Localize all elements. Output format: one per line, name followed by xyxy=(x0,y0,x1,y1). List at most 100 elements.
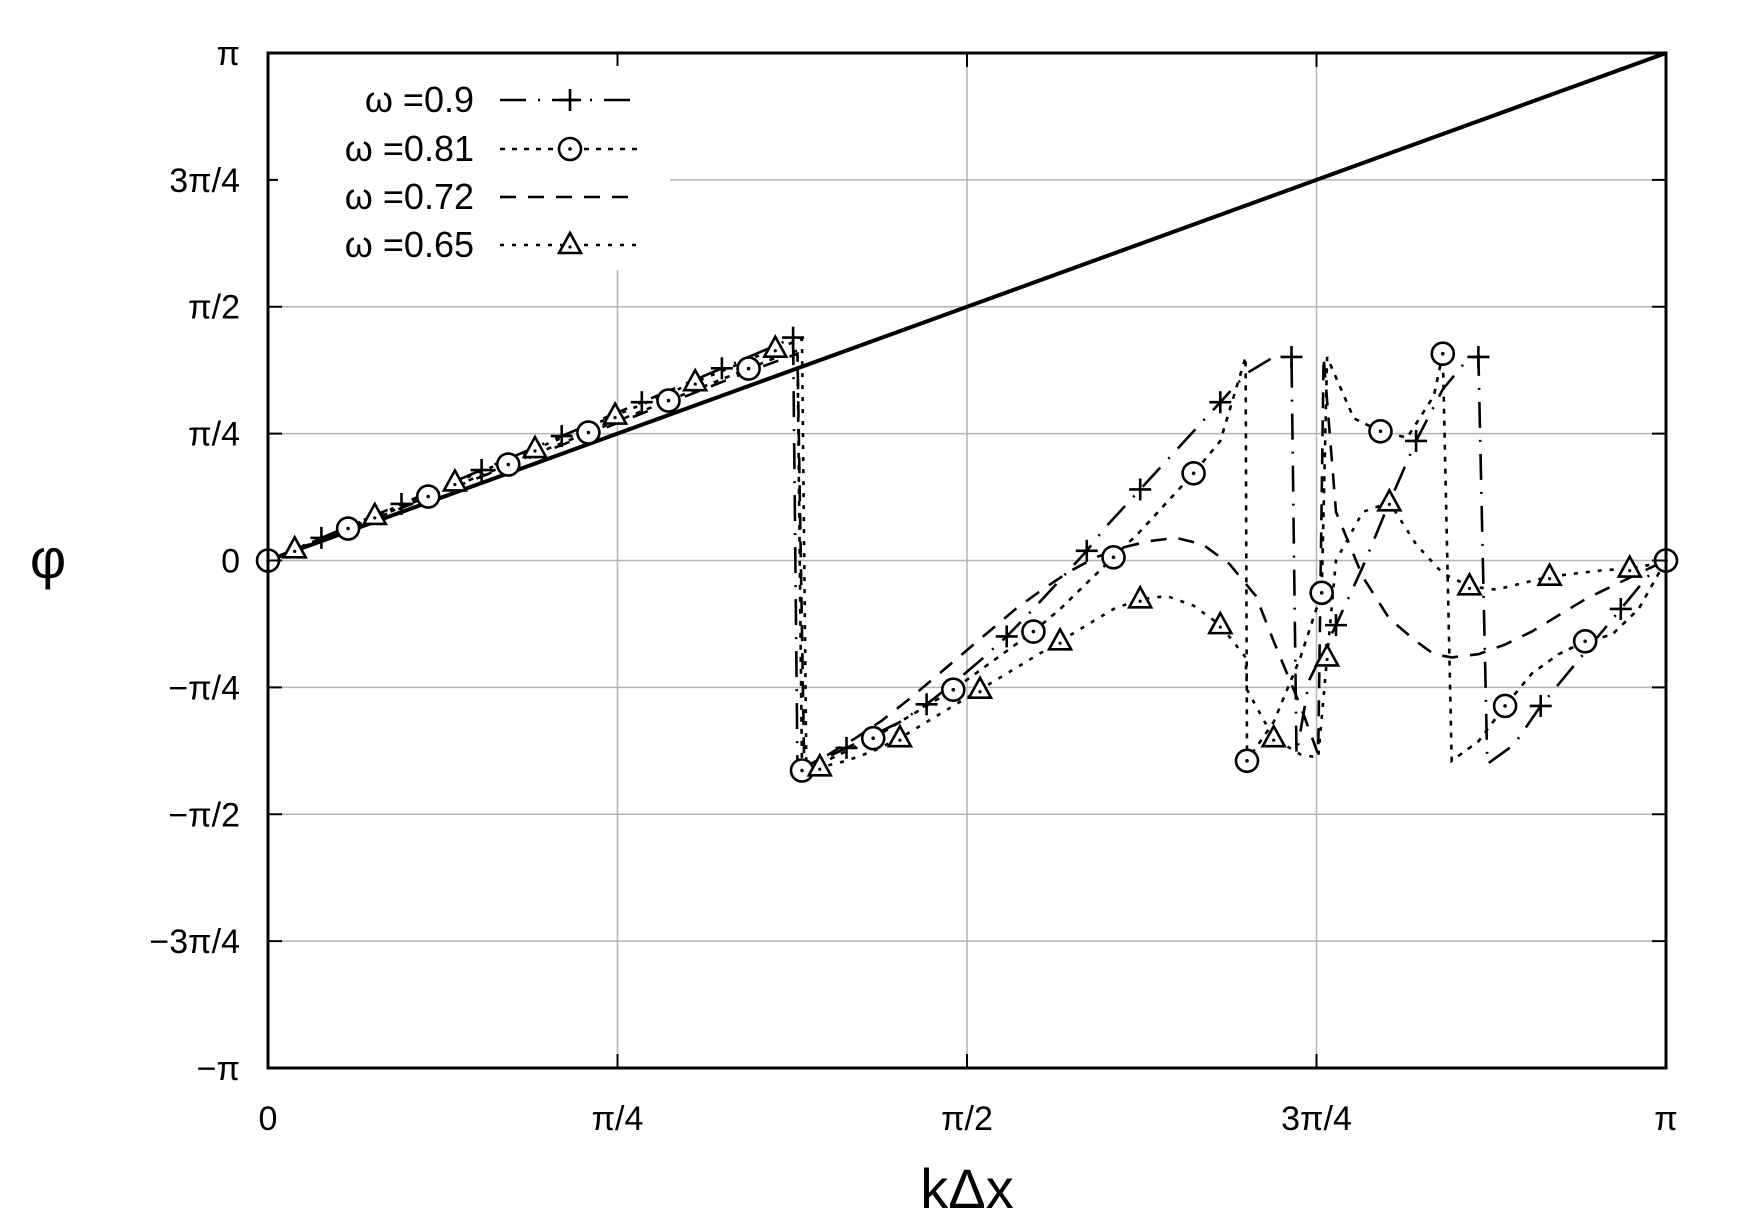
series-markers xyxy=(255,326,1679,783)
series-1-marker-12-dot xyxy=(586,430,591,435)
series-1-marker-18-dot xyxy=(746,366,751,371)
series-3-marker-55 xyxy=(1616,553,1643,578)
legend-background xyxy=(278,66,670,270)
series-0-marker-44 xyxy=(1324,614,1347,637)
series-0-marker-50 xyxy=(1467,345,1490,368)
legend-label-0: ω =0.9 xyxy=(365,79,474,120)
legend-sample-marker-0 xyxy=(559,89,581,111)
series-3-marker-25-shape xyxy=(886,723,914,748)
series-3-marker-22-dot xyxy=(818,767,822,771)
series-1-marker-36 xyxy=(1181,460,1206,486)
series-0-marker-29 xyxy=(995,625,1018,648)
series-3-marker-49-dot xyxy=(1467,586,1472,590)
series-3-marker-31-dot xyxy=(1058,641,1062,645)
reference-line-path xyxy=(267,51,1667,563)
series-1-marker-15 xyxy=(656,388,681,413)
legend-sample-marker-3 xyxy=(556,230,584,255)
series-3-marker-34-shape xyxy=(1126,584,1154,609)
legend-sample-marker-1 xyxy=(557,136,583,162)
series-1-marker-15-dot xyxy=(666,398,671,403)
series-1-marker-9-dot xyxy=(506,462,511,467)
series-1-marker-42 xyxy=(1309,580,1334,606)
series-3-marker-46 xyxy=(1376,487,1403,512)
series-1-marker-12 xyxy=(576,420,601,445)
y-tick-label-0: −π xyxy=(197,1050,240,1088)
series-1-marker-24-dot xyxy=(871,736,875,740)
series-3-marker-46-shape xyxy=(1376,487,1403,512)
series-0-marker-5 xyxy=(390,492,413,515)
series-3-marker-49 xyxy=(1456,571,1483,596)
series-3-marker-37-dot xyxy=(1218,625,1222,629)
series-3-marker-19 xyxy=(762,334,789,359)
series-3-marker-22 xyxy=(806,752,833,777)
series-1-marker-6-dot xyxy=(426,494,430,499)
x-tick-label-0: 0 xyxy=(259,1100,278,1138)
series-1-marker-42-dot xyxy=(1319,591,1324,595)
series-1-marker-3 xyxy=(335,516,361,541)
series-0-marker-56 xyxy=(1609,597,1632,620)
y-tick-label-2: −π/2 xyxy=(168,796,240,834)
series-1-marker-33-dot xyxy=(1111,555,1116,560)
series-1-marker-51 xyxy=(1492,693,1518,719)
series-0-marker-35 xyxy=(1129,478,1152,501)
series-3-marker-43-dot xyxy=(1325,657,1329,662)
series-0-marker-11 xyxy=(550,425,573,448)
series-1-marker-45 xyxy=(1368,418,1393,444)
legend-label-1: ω =0.81 xyxy=(345,128,474,169)
series-1-marker-3-dot xyxy=(346,526,350,531)
series-1-marker-9 xyxy=(495,452,521,477)
series-0-marker-8 xyxy=(470,459,493,482)
legend: ω =0.9 ω =0.81 ω =0.72 ω =0.65 xyxy=(278,66,670,270)
series-3-marker-4 xyxy=(361,501,388,526)
series-3-marker-40 xyxy=(1260,723,1287,748)
series-0-marker-53 xyxy=(1529,694,1552,717)
series-1-marker-51-dot xyxy=(1503,704,1507,708)
series-1-marker-45-dot xyxy=(1378,429,1383,434)
series-3-marker-19-shape xyxy=(762,334,789,359)
series-1-marker-36-dot xyxy=(1191,471,1196,476)
series-3-marker-55-dot xyxy=(1628,568,1632,573)
series-1-marker-24 xyxy=(860,725,886,751)
reference-line xyxy=(267,51,1667,563)
series-3-marker-7-shape xyxy=(441,467,469,492)
series-1-marker-30-dot xyxy=(1031,629,1036,634)
series-1-marker-39-dot xyxy=(1245,759,1249,763)
series-3-marker-10 xyxy=(521,434,549,459)
series-3-marker-28 xyxy=(966,675,994,700)
series-3-marker-1-shape xyxy=(281,534,308,559)
series-1-marker-48-dot xyxy=(1440,351,1445,356)
legend-sample-marker-3-dot xyxy=(568,245,572,249)
series-3-marker-49-shape xyxy=(1456,571,1483,596)
legend-sample-marker-3-shape xyxy=(556,230,584,255)
series-1-marker-27 xyxy=(940,677,966,703)
series-1-marker-48 xyxy=(1430,341,1456,367)
series-3-marker-16-dot xyxy=(693,382,697,386)
legend-sample-marker-1-dot xyxy=(568,147,572,151)
series-1-marker-18 xyxy=(736,356,761,381)
series-3-marker-16-shape xyxy=(681,367,709,392)
series-3-marker-31 xyxy=(1046,626,1074,651)
y-axis-title: φ xyxy=(30,527,66,590)
series-3-marker-28-dot xyxy=(978,690,982,694)
series-3-marker-37-shape xyxy=(1207,610,1234,635)
series-3-marker-34 xyxy=(1126,584,1154,609)
y-tick-label-8: π xyxy=(217,35,240,73)
series-0-marker-17 xyxy=(710,357,733,380)
series-1-marker-39 xyxy=(1234,748,1260,774)
series-3-marker-52 xyxy=(1536,561,1563,586)
x-axis-title: kΔx xyxy=(920,1157,1013,1220)
series-0-marker-32 xyxy=(1075,539,1098,562)
x-tick-label-2: π/2 xyxy=(941,1100,993,1138)
series-1-marker-6 xyxy=(415,484,441,509)
series-3-marker-25 xyxy=(886,723,914,748)
series-3-marker-25-dot xyxy=(898,738,902,742)
y-tick-label-1: −3π/4 xyxy=(149,923,240,961)
series-3-marker-52-dot xyxy=(1547,577,1552,581)
y-tick-label-4: 0 xyxy=(221,543,240,581)
x-tick-label-3: 3π/4 xyxy=(1281,1100,1352,1138)
series-3-marker-46-dot xyxy=(1387,502,1391,506)
series-0-marker-20 xyxy=(782,326,805,349)
series-0-marker-41 xyxy=(1280,345,1303,368)
series-0-marker-2 xyxy=(310,526,333,549)
